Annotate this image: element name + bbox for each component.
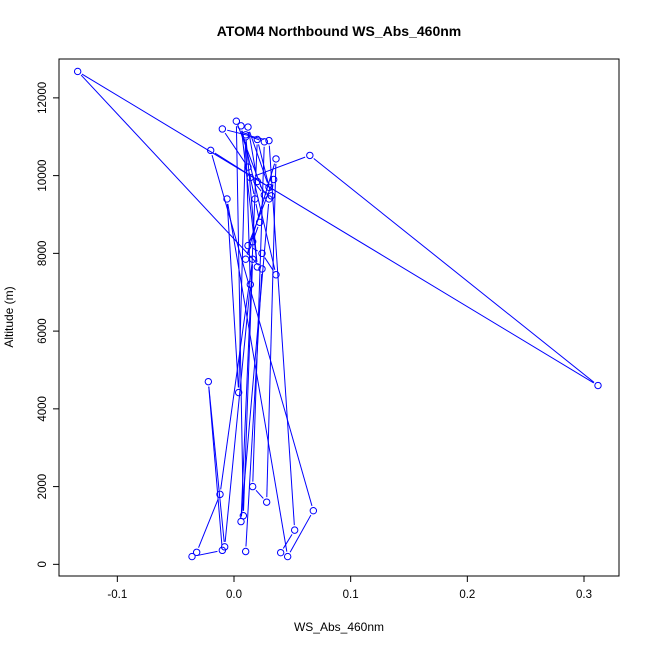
data-point xyxy=(248,482,257,491)
series-segment xyxy=(264,257,274,271)
data-point xyxy=(283,552,292,561)
series-segment xyxy=(252,247,258,252)
data-point xyxy=(241,133,250,141)
data-point xyxy=(218,125,227,133)
data-point xyxy=(253,263,262,271)
series-segment xyxy=(227,129,265,140)
data-point xyxy=(253,177,262,186)
data-point xyxy=(234,388,243,397)
series-segment xyxy=(224,289,251,542)
chart-title: ATOM4 Northbound WS_Abs_460nm xyxy=(217,23,462,39)
y-tick-label: 2000 xyxy=(37,474,49,500)
data-point xyxy=(246,280,255,289)
data-point xyxy=(306,151,314,160)
data-point xyxy=(216,490,224,499)
series-segment xyxy=(243,264,253,511)
data-point xyxy=(244,241,252,250)
data-point xyxy=(265,183,273,191)
data-point xyxy=(262,498,271,506)
x-tick-label: 0.1 xyxy=(343,589,359,601)
series-segment xyxy=(196,550,218,557)
series-segment xyxy=(258,144,271,192)
data-point xyxy=(237,122,245,130)
x-tick-label: 0.0 xyxy=(226,589,242,601)
series-segment xyxy=(220,264,253,490)
data-point xyxy=(309,506,318,515)
series-segment xyxy=(235,126,244,511)
data-point xyxy=(272,155,280,163)
data-point xyxy=(269,175,278,184)
data-point xyxy=(232,117,241,125)
series-segment xyxy=(268,145,295,526)
series-segment xyxy=(198,498,219,548)
data-point xyxy=(253,135,262,144)
data-point xyxy=(258,265,266,273)
x-tick-label: -0.1 xyxy=(107,589,127,601)
series-segment xyxy=(81,73,594,384)
y-tick-label: 6000 xyxy=(37,318,49,344)
y-tick-label: 4000 xyxy=(37,396,49,422)
series-segment xyxy=(254,156,306,177)
series-segment xyxy=(255,203,260,218)
series-segment xyxy=(80,74,259,266)
series-segment xyxy=(227,203,288,552)
series-segment xyxy=(241,130,258,263)
series-segment xyxy=(211,155,313,507)
data-point xyxy=(204,377,213,386)
data-point xyxy=(218,546,227,555)
data-point xyxy=(244,163,252,171)
y-tick-label: 12000 xyxy=(37,82,49,114)
data-point xyxy=(73,67,82,76)
data-point xyxy=(192,548,201,556)
series-segment xyxy=(313,158,595,383)
y-tick-label: 8000 xyxy=(37,241,49,267)
data-point xyxy=(594,381,602,390)
data-point xyxy=(241,547,250,556)
data-point xyxy=(260,191,269,199)
data-point xyxy=(260,138,269,146)
series-segment xyxy=(224,132,246,164)
data-point xyxy=(223,195,231,203)
data-point xyxy=(239,512,248,520)
data-point xyxy=(265,136,273,145)
x-tick-label: 0.2 xyxy=(459,589,475,601)
series-segment xyxy=(248,131,257,177)
data-point xyxy=(248,255,257,263)
data-point xyxy=(241,255,250,263)
data-point xyxy=(272,271,280,279)
series-segment xyxy=(249,131,268,183)
data-point xyxy=(255,218,264,226)
series-segment xyxy=(208,386,223,546)
series-segment xyxy=(226,203,239,388)
data-point xyxy=(248,237,257,246)
x-axis: -0.1 0.0 0.1 0.2 0.3 xyxy=(107,576,592,601)
data-point xyxy=(276,548,285,557)
y-axis-label: Altitude (m) xyxy=(2,286,16,347)
y-tick-label: 10000 xyxy=(37,160,49,192)
plot-frame xyxy=(58,58,620,577)
series-segment xyxy=(245,139,258,263)
y-tick-label: 0 xyxy=(37,561,49,567)
data-point xyxy=(290,526,299,534)
data-point xyxy=(244,123,252,131)
x-axis-label: WS_Abs_460nm xyxy=(294,620,384,634)
series-segment xyxy=(255,489,264,499)
series-segment xyxy=(245,273,263,547)
data-point xyxy=(258,249,266,258)
x-tick-label: 0.3 xyxy=(576,589,592,601)
series-segment xyxy=(245,141,251,280)
data-point xyxy=(251,195,259,203)
series-line xyxy=(80,73,595,557)
y-axis: 0 2000 4000 6000 8000 10000 12000 xyxy=(37,82,59,568)
series-points xyxy=(73,67,602,561)
series-segment xyxy=(282,534,293,549)
data-point xyxy=(246,173,255,182)
data-point xyxy=(188,552,196,561)
data-point xyxy=(206,146,215,155)
series-segment xyxy=(241,130,276,270)
series-segment xyxy=(289,514,312,553)
data-point xyxy=(241,131,250,139)
data-point xyxy=(265,195,273,203)
